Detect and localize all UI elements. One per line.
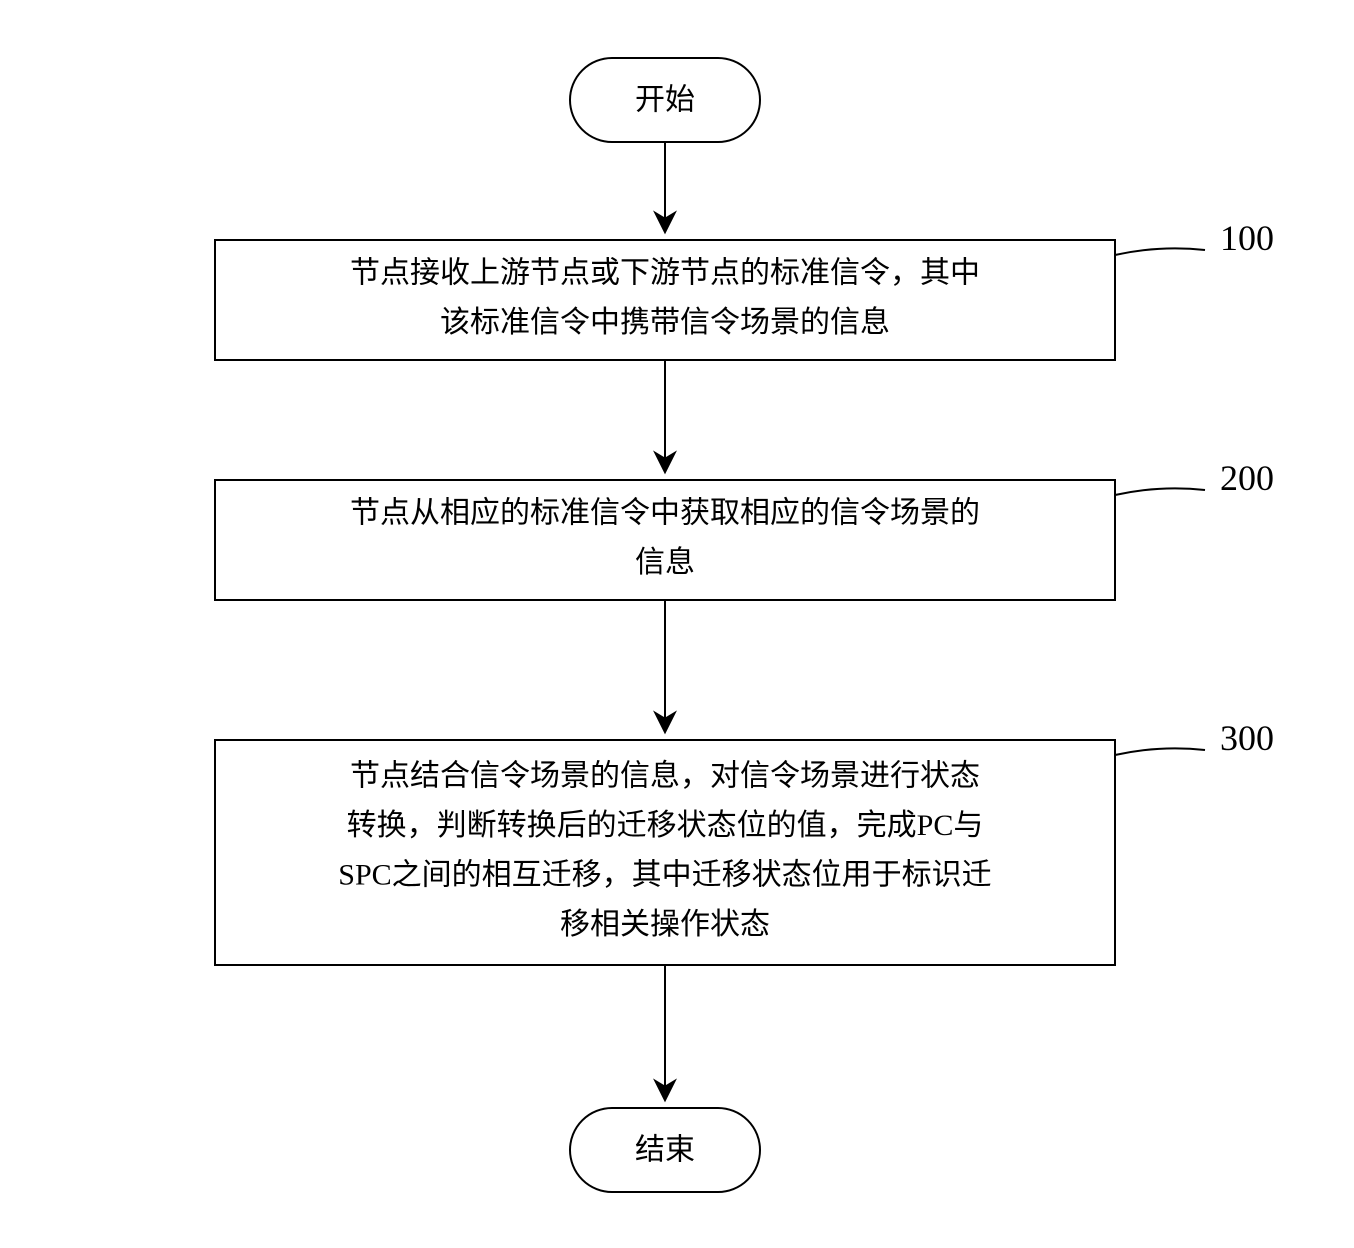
step-300-line-2: SPC之间的相互迁移，其中迁移状态位用于标识迁 <box>338 859 991 892</box>
step-300: 节点结合信令场景的信息，对信令场景进行状态转换，判断转换后的迁移状态位的值，完成… <box>215 718 1274 965</box>
step-label-200: 200 <box>1220 458 1274 498</box>
step-100: 节点接收上游节点或下游节点的标准信令，其中该标准信令中携带信令场景的信息 100 <box>215 218 1274 360</box>
terminal-end-label: 结束 <box>635 1134 695 1167</box>
terminal-start: 开始 <box>570 58 760 142</box>
step-label-100: 100 <box>1220 218 1274 258</box>
step-300-line-3: 移相关操作状态 <box>560 908 770 941</box>
step-100-line-0: 节点接收上游节点或下游节点的标准信令，其中 <box>350 257 980 290</box>
step-label-300: 300 <box>1220 718 1274 758</box>
step-200: 节点从相应的标准信令中获取相应的信令场景的信息 200 <box>215 458 1274 600</box>
step-100-line-1: 该标准信令中携带信令场景的信息 <box>440 306 890 339</box>
terminal-start-label: 开始 <box>635 84 695 117</box>
step-300-line-0: 节点结合信令场景的信息，对信令场景进行状态 <box>350 760 980 793</box>
leader-100 <box>1115 248 1205 255</box>
leader-200 <box>1115 488 1205 495</box>
step-300-line-1: 转换，判断转换后的迁移状态位的值，完成PC与 <box>347 809 984 842</box>
terminal-end: 结束 <box>570 1108 760 1192</box>
step-200-line-1: 信息 <box>635 546 695 579</box>
step-200-line-0: 节点从相应的标准信令中获取相应的信令场景的 <box>350 497 980 530</box>
leader-300 <box>1115 748 1205 755</box>
